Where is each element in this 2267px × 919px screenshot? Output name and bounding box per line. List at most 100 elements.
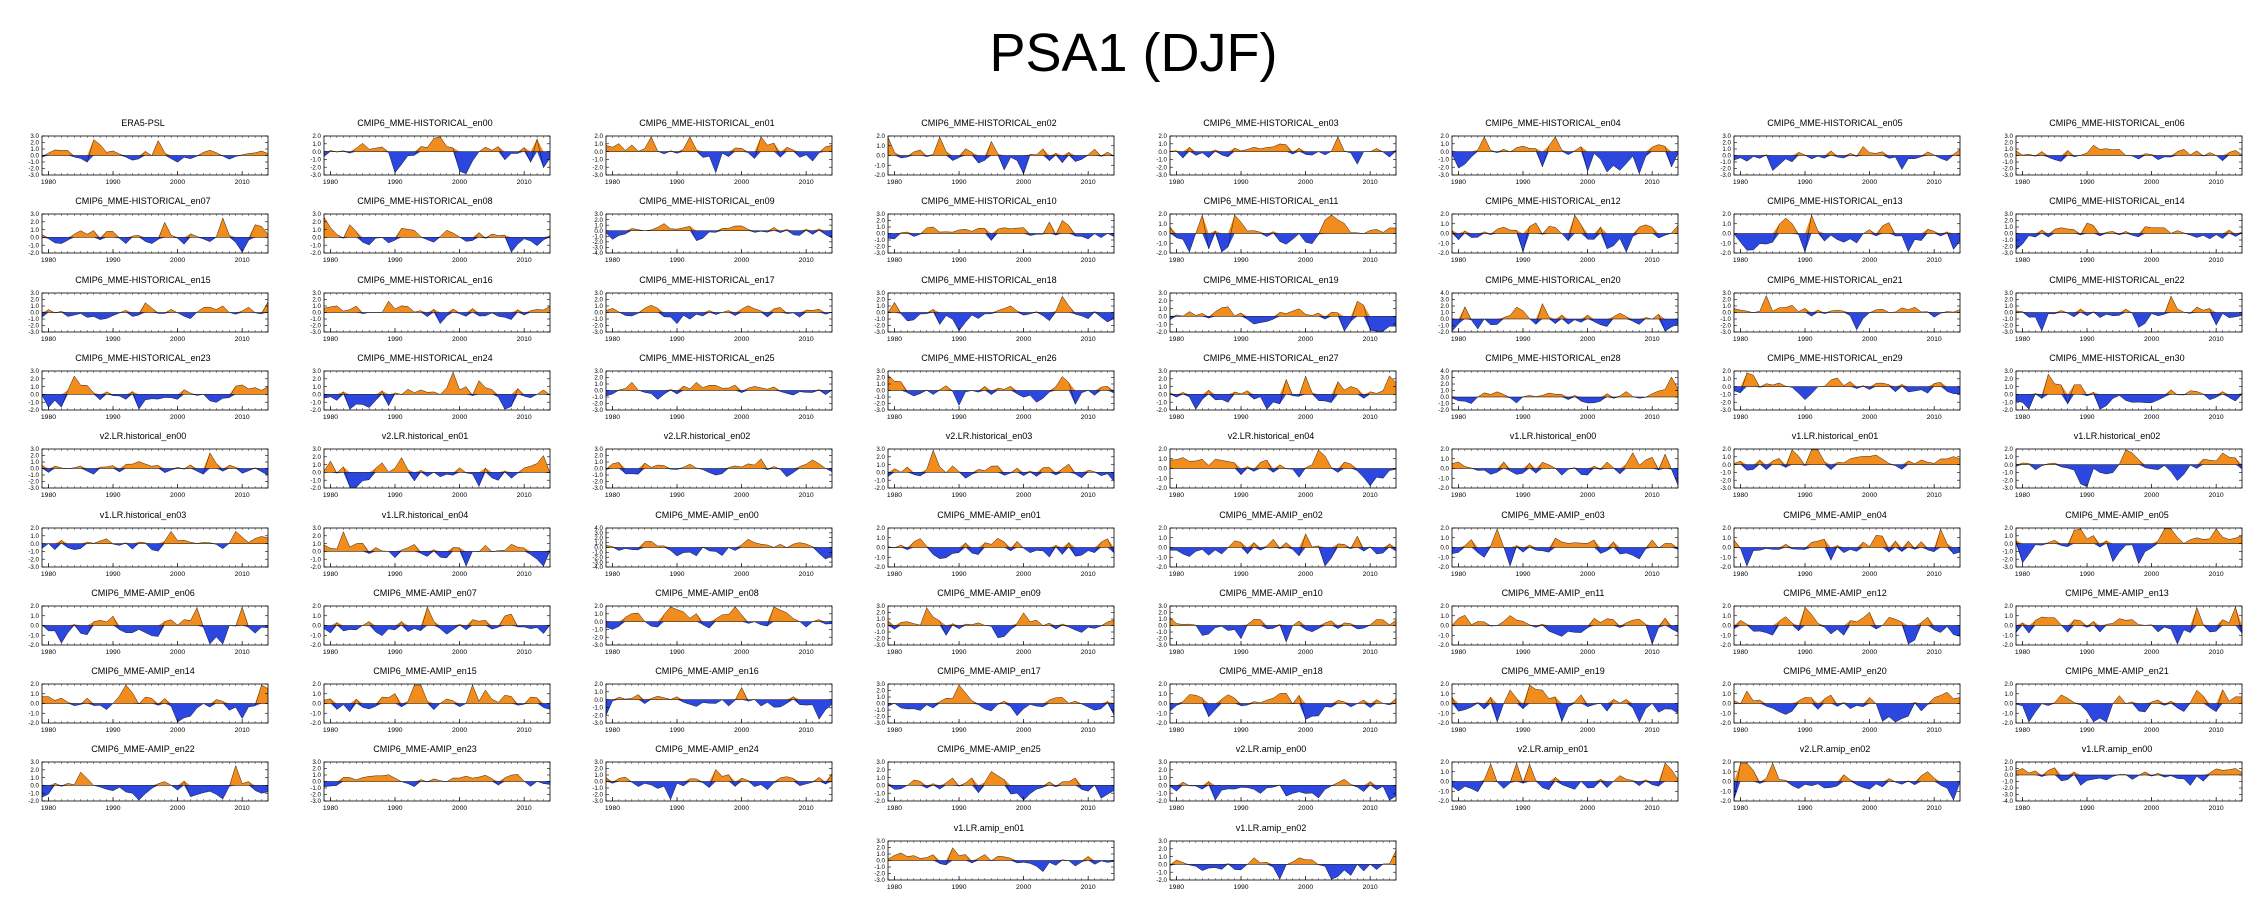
panel-title: v2.LR.historical_en01 (381, 431, 469, 442)
y-tick-label: -1.0 (874, 554, 885, 561)
y-tick-label: 1.0 (594, 141, 603, 148)
negative-anomaly-area (606, 468, 832, 477)
y-tick-label: -2.0 (1720, 564, 1731, 571)
negative-anomaly-area (1452, 396, 1678, 404)
series-line (2015, 449, 2243, 488)
y-tick-label: -2.0 (2002, 407, 2013, 414)
series-line (1169, 449, 1397, 487)
y-tick-label: -2.0 (1438, 164, 1449, 171)
x-tick-label: 2010 (1645, 492, 1660, 499)
y-tick-label: 0.0 (2004, 231, 2013, 238)
panel-title: CMIP6_MME-HISTORICAL_en10 (921, 196, 1057, 207)
y-tick-label: -2.0 (1720, 166, 1731, 173)
series-line (1169, 136, 1397, 165)
positive-anomaly-area (606, 458, 832, 469)
y-tick-label: -1.0 (2002, 470, 2013, 477)
y-tick-label: -1.0 (592, 394, 603, 401)
y-tick-label: 0.0 (1440, 544, 1449, 551)
y-tick-label: 1.0 (30, 146, 39, 153)
y-tick-label: 0.0 (594, 388, 603, 395)
x-tick-label: 2010 (235, 179, 250, 186)
positive-anomaly-area (888, 450, 1114, 473)
negative-anomaly-area (606, 230, 832, 241)
x-tick-label: 2010 (2209, 179, 2224, 186)
negative-anomaly-area (2016, 394, 2242, 410)
y-tick-label: -1.0 (592, 234, 603, 241)
y-tick-label: 3.0 (312, 211, 321, 218)
x-tick-label: 2010 (517, 179, 532, 186)
panel-title: CMIP6_MME-HISTORICAL_en02 (921, 118, 1057, 128)
x-tick-label: 1980 (2015, 414, 2030, 421)
y-tick-label: 1.0 (594, 539, 603, 546)
negative-anomaly-area (888, 472, 1114, 482)
y-tick-label: 1.0 (1158, 456, 1167, 463)
y-tick-label: -1.0 (1156, 399, 1167, 406)
y-tick-label: -2.0 (874, 322, 885, 329)
negative-anomaly-area (606, 151, 832, 173)
x-tick-label: 2010 (799, 257, 814, 264)
series-line (323, 217, 551, 253)
x-tick-label: 2010 (1645, 571, 1660, 578)
y-tick-label: -1.0 (1156, 241, 1167, 248)
panel-title: v2.LR.historical_en03 (945, 431, 1033, 442)
x-tick-label: 2000 (452, 414, 467, 421)
x-tick-label: 2000 (734, 336, 749, 343)
y-tick-label: 2.0 (30, 453, 39, 460)
y-tick-label: -2.0 (28, 407, 39, 414)
x-tick-label: 1990 (387, 492, 402, 499)
x-tick-label: 1980 (1733, 257, 1748, 264)
negative-anomaly-area (1734, 312, 1960, 330)
y-tick-label: 0.0 (1722, 384, 1731, 391)
y-tick-label: 0.0 (594, 228, 603, 235)
y-tick-label: 3.0 (1722, 290, 1731, 297)
plot-frame (2015, 448, 2243, 489)
series-line (1733, 214, 1961, 254)
x-tick-label: 1990 (1797, 492, 1812, 499)
x-tick-label: 1980 (1733, 492, 1748, 499)
x-tick-label: 2010 (1927, 179, 1942, 186)
plot-frame (323, 135, 551, 176)
x-tick-label: 2000 (452, 257, 467, 264)
y-tick-label: -2.0 (2002, 244, 2013, 251)
y-tick-label: -1.0 (1720, 554, 1731, 561)
panel-CMIP6_MME-HISTORICAL_en15: CMIP6_MME-HISTORICAL_en15 3.0 2.0 1.0 0.0 -1.… (2, 275, 284, 353)
negative-anomaly-area (42, 155, 268, 163)
series-line (2015, 295, 2243, 332)
y-tick-label: 0.0 (876, 470, 885, 477)
y-tick-label: 2.0 (876, 375, 885, 382)
panel-title: CMIP6_MME-HISTORICAL_en29 (1767, 352, 1903, 363)
y-tick-label: -1.0 (1156, 157, 1167, 164)
x-tick-label: 1990 (387, 257, 402, 264)
y-tick-label: -3.0 (592, 559, 603, 566)
x-tick-label: 1980 (41, 571, 56, 578)
x-tick-label: 1980 (1169, 336, 1184, 343)
y-tick-label: 1.0 (312, 462, 321, 469)
y-tick-label: 1.0 (1722, 303, 1731, 310)
y-tick-label: 1.0 (876, 303, 885, 310)
y-tick-label: -1.0 (310, 556, 321, 563)
x-tick-label: 1980 (605, 571, 620, 578)
x-tick-label: 1980 (2015, 179, 2030, 186)
x-tick-label: 1980 (41, 414, 56, 421)
x-tick-label: 2000 (1862, 257, 1877, 264)
y-tick-label: 0.0 (1158, 466, 1167, 473)
series-line (605, 458, 833, 478)
y-tick-label: 1.0 (2004, 146, 2013, 153)
panel-CMIP6_MME-HISTORICAL_en16: CMIP6_MME-HISTORICAL_en16 3.0 2.0 1.0 0.0 -1.… (284, 275, 566, 353)
y-tick-label: -3.0 (874, 407, 885, 414)
y-tick-label: -2.0 (28, 166, 39, 173)
series-line (41, 452, 269, 476)
x-tick-label: 1990 (1797, 336, 1812, 343)
y-tick-label: -3.0 (592, 245, 603, 252)
x-tick-label: 2010 (799, 414, 814, 421)
y-tick-label: -3.0 (592, 172, 603, 179)
